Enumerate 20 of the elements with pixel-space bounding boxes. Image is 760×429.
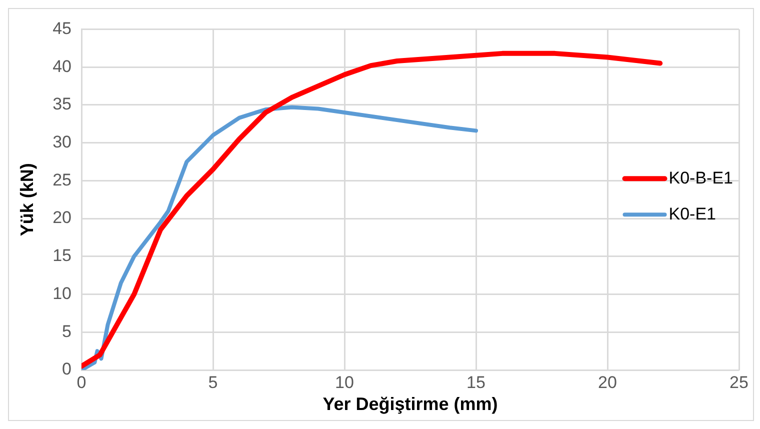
x-tick-label: 10 <box>335 372 354 392</box>
legend-label: K0-B-E1 <box>668 168 733 188</box>
x-axis-title: Yer Değiştirme (mm) <box>322 394 498 414</box>
y-tick-label: 45 <box>52 18 72 38</box>
x-tick-label: 5 <box>208 372 218 392</box>
x-tick-label: 20 <box>598 372 617 392</box>
y-tick-label: 20 <box>52 208 72 228</box>
y-tick-label: 15 <box>52 246 72 266</box>
y-tick-label: 10 <box>52 284 72 303</box>
x-tick-label: 25 <box>730 372 748 392</box>
y-tick-label: 40 <box>52 56 72 76</box>
y-axis-title: Yük (kN) <box>16 163 37 236</box>
y-tick-label: 0 <box>62 360 72 379</box>
x-tick-label: 15 <box>466 372 486 392</box>
y-tick-label: 5 <box>62 322 72 341</box>
legend-label: K0-E1 <box>668 204 716 224</box>
y-tick-label: 30 <box>52 132 72 152</box>
x-tick-label: 0 <box>76 372 86 392</box>
y-tick-label: 25 <box>52 170 72 190</box>
y-tick-label: 35 <box>52 94 72 114</box>
